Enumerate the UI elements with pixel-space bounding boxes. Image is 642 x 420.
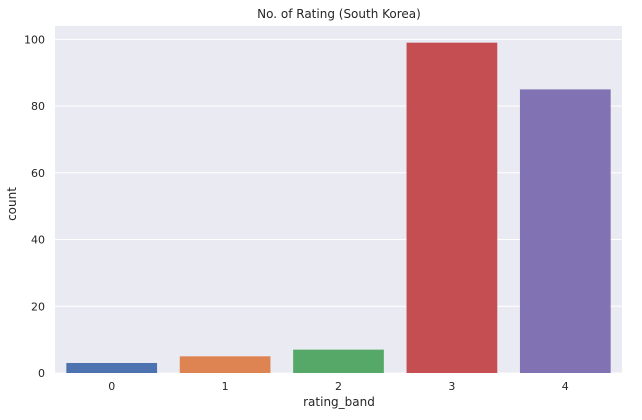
y-axis-label: count: [5, 187, 19, 221]
x-tick-label: 0: [108, 380, 115, 393]
x-tick-label: 4: [562, 380, 569, 393]
x-tick-labels: 0 1 2 3 4: [108, 380, 569, 393]
bar-rating-4: [519, 89, 611, 374]
y-tick-label: 40: [31, 234, 45, 247]
x-axis-label: rating_band: [303, 395, 375, 409]
y-tick-label: 80: [31, 100, 45, 113]
y-tick-label: 60: [31, 167, 45, 180]
bar-rating-2: [293, 349, 384, 373]
x-tick-label: 2: [335, 380, 342, 393]
y-tick-label: 0: [38, 367, 45, 380]
bar-rating-1: [179, 356, 271, 373]
x-tick-label: 1: [222, 380, 229, 393]
chart-title: No. of Rating (South Korea): [257, 7, 421, 21]
y-tick-labels: 0 20 40 60 80 100: [24, 33, 45, 380]
y-tick-label: 100: [24, 33, 45, 46]
bars-group: [66, 42, 611, 374]
y-tick-label: 20: [31, 300, 45, 313]
bar-rating-0: [66, 362, 158, 373]
bar-rating-3: [406, 42, 498, 374]
x-tick-label: 3: [448, 380, 455, 393]
